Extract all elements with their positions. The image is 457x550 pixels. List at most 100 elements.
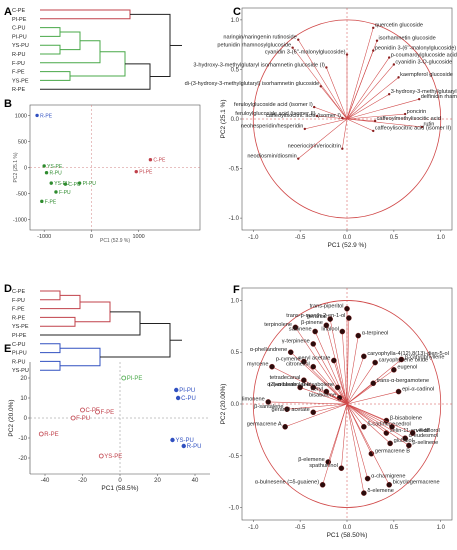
data-point	[121, 375, 127, 381]
loading-vector	[346, 403, 393, 428]
vector-label: petunidin rhamnosylglucoside	[217, 42, 291, 48]
point-label: C-PE	[86, 408, 100, 414]
loading-point	[383, 430, 390, 436]
data-point	[77, 181, 82, 185]
data-point	[54, 190, 58, 194]
y-tick-label: 0.0	[231, 117, 240, 123]
vector-label: viridiflorol	[416, 428, 440, 434]
loading-point	[402, 435, 408, 441]
loading-point	[334, 384, 341, 391]
loading-point	[395, 388, 402, 395]
loading-vector	[298, 118, 348, 159]
vector-label: caryophylla-4(12),8(13)-dien-5-ol	[367, 351, 448, 357]
correlation-circle	[252, 19, 442, 219]
dendrogram-branch	[40, 311, 141, 336]
loading-plot-f: -1.0 -0.5 0.0 0.5 1.0 1.0 0.5 0.0 -0.5 -1.0 PC1 (5…	[220, 287, 453, 539]
loading-point	[386, 481, 392, 488]
vector-label: δ-cadinene	[367, 422, 395, 428]
vector-label: 3-hydroxy-3-methylglutaryl isorhamnetin …	[391, 89, 457, 95]
x-tick-label: 1.0	[437, 525, 446, 531]
x-axis-label: PC1 (58.5%)	[101, 485, 138, 492]
vector-label: myrcene	[247, 362, 268, 368]
x-tick-label: -1000	[37, 234, 51, 240]
point-label: YS-PE	[104, 454, 122, 460]
vector-label: isorhamnetin glucoside	[379, 36, 436, 42]
point-label: R-PE	[40, 113, 53, 119]
loading-point	[397, 76, 400, 79]
vector-label: β-bisabolene	[302, 382, 334, 388]
leaf-label: R-PU	[12, 52, 25, 58]
loading-vector	[313, 403, 348, 413]
point-label: PI-PE	[139, 170, 153, 176]
leaf-label: C-PU	[12, 342, 25, 348]
loading-point	[341, 147, 344, 150]
vector-label: peonidin 3-(6''-malonylglucoside)	[375, 45, 457, 51]
vector-label: poncirin	[407, 109, 427, 115]
data-point	[44, 171, 49, 175]
loading-point	[373, 119, 377, 123]
loading-vector	[346, 369, 395, 405]
loading-point	[406, 442, 412, 449]
loading-point	[310, 363, 317, 370]
data-point	[175, 395, 181, 401]
loading-vector	[346, 356, 365, 405]
vector-label: selin-11-en-4-ol	[390, 428, 428, 434]
leaf-label: C-PE	[12, 8, 25, 14]
dendrogram-d: C-PE F-PU F-PE R-PE YS-PE PI-PE C-PU PI-PU R-PU Y…	[12, 289, 182, 374]
loading-vector	[346, 118, 423, 128]
vector-label: β-bisabolene	[390, 415, 422, 421]
loading-vector	[346, 403, 390, 485]
loading-point	[312, 105, 316, 109]
loading-point	[355, 332, 362, 339]
loading-point	[361, 353, 367, 360]
y-tick-label: 0.5	[231, 350, 240, 356]
loading-vector	[329, 319, 348, 405]
loading-vector	[346, 318, 350, 405]
data-point	[40, 199, 44, 204]
x-tick-label: 0.5	[390, 235, 399, 241]
loading-point	[287, 349, 294, 356]
vector-label: sabinene	[289, 326, 312, 332]
point-label: YS-PE	[47, 164, 63, 170]
data-point	[42, 164, 46, 168]
point-label: F-PE	[45, 199, 57, 205]
panel-label-e: E	[4, 343, 11, 355]
loading-point	[315, 114, 319, 118]
loading-vector	[346, 403, 368, 479]
y-tick-label: 0	[24, 416, 28, 422]
panel-label-c: C	[233, 6, 241, 18]
loading-vector	[304, 118, 348, 130]
loading-point	[409, 430, 416, 436]
loading-vector	[326, 67, 348, 120]
vector-label: terpinolene	[264, 322, 292, 328]
y-tick-label: -20	[18, 456, 27, 462]
vector-label: linalool	[321, 326, 338, 332]
vector-label: δ-elemene	[367, 488, 393, 494]
vector-label: p-coumaroylglucoside acid (isomer I)	[391, 52, 457, 58]
leaf-label: F-PE	[12, 307, 25, 313]
loading-vector	[346, 57, 390, 120]
loading-vector	[286, 403, 348, 410]
point-label: F-PU	[76, 416, 90, 422]
loading-point	[346, 315, 352, 321]
loading-vector	[346, 403, 387, 434]
y-tick-label: 20	[20, 376, 27, 382]
loading-vector	[346, 403, 365, 427]
vector-label: α-phellandrene	[250, 347, 287, 353]
loading-point	[325, 66, 328, 69]
loading-point	[392, 63, 396, 66]
leaf-label: F-PE	[12, 70, 25, 76]
data-point	[35, 113, 39, 118]
loading-point	[301, 377, 307, 383]
vector-label: neryl	[311, 386, 323, 392]
leaf-label: PI-PE	[12, 17, 27, 23]
vector-label: germacrene A	[247, 422, 282, 428]
loading-vector	[346, 27, 374, 120]
vector-label: p-cymene	[276, 356, 301, 362]
leaf-label: PI-PU	[12, 351, 27, 357]
loading-point	[341, 116, 344, 120]
y-axis-label: PC2 (25.1 %)	[13, 152, 19, 182]
y-tick-label: 1.0	[231, 18, 240, 24]
loading-vector	[346, 98, 420, 120]
vector-label: cedrol	[396, 422, 411, 428]
